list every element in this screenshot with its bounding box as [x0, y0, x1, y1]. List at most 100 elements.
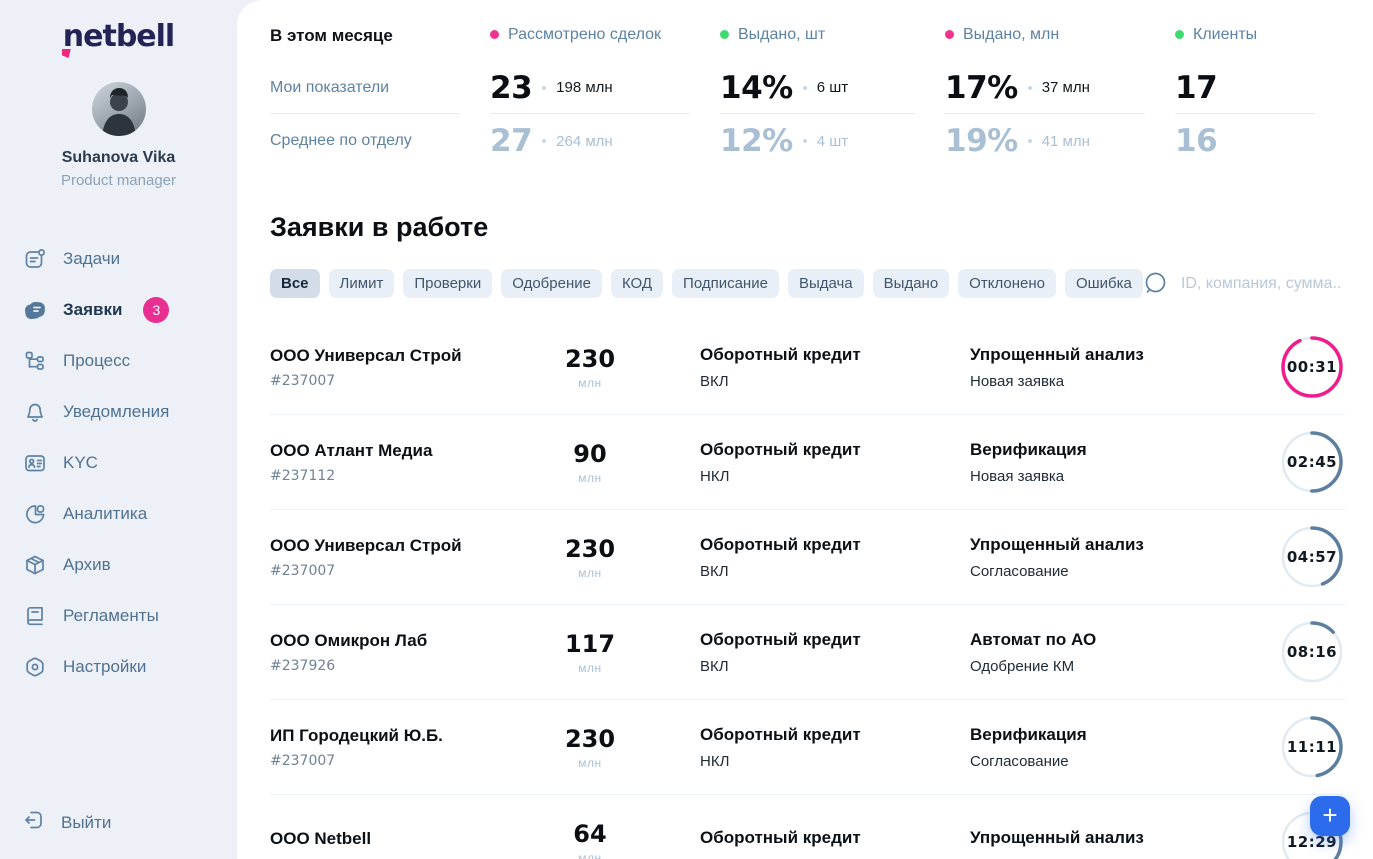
sidebar-item-applications[interactable]: Заявки 3 [0, 284, 237, 335]
stat-avg-clients: 16 [1175, 123, 1218, 159]
status-title: Упрощенный анализ [970, 828, 1144, 847]
avatar[interactable] [91, 82, 146, 136]
stat-my-clients: 17 [1175, 62, 1315, 114]
credit-type: Оборотный кредит [700, 344, 861, 364]
credit-cell: Оборотный кредит НКЛ [640, 725, 970, 770]
separator-dot [802, 139, 807, 143]
timer-ring: 11:11 [1280, 715, 1344, 779]
status-stage: Согласование [970, 752, 1069, 770]
stat-my-issued-qty: 14% 6 шт [720, 62, 915, 114]
sidebar-item-analytics[interactable]: Аналитика [0, 488, 237, 539]
filter-chip-checks[interactable]: Проверки [403, 269, 493, 298]
company-cell: ООО Омикрон Лаб #237926 [270, 631, 540, 674]
amount-unit: млн [578, 375, 602, 390]
status-cell: Упрощенный анализ Новая заявка [970, 345, 1280, 390]
stat-avg-issued-qty: 12% 4 шт [720, 123, 849, 159]
filter-chip-issued[interactable]: Выдано [872, 269, 950, 298]
sidebar-item-label: KYC [63, 452, 98, 472]
timer-ring: 02:45 [1280, 430, 1344, 494]
filter-chip-approval[interactable]: Одобрение [501, 269, 602, 298]
status-stage: Одобрение КМ [970, 657, 1075, 675]
sidebar-item-regulations[interactable]: Регламенты [0, 590, 237, 641]
analytics-icon [22, 501, 48, 527]
amount-value: 230 [564, 344, 616, 373]
sidebar-item-tasks[interactable]: Задачи [0, 233, 237, 284]
stat-col-header-clients: Клиенты [1175, 26, 1345, 62]
credit-type: Оборотный кредит [700, 828, 861, 847]
timer-value: 12:29 [1286, 833, 1338, 851]
separator-dot [802, 85, 807, 90]
deal-row[interactable]: ООО Атлант Медиа #237112 90 млн Оборотны… [270, 415, 1345, 510]
main-content: В этом месяце Рассмотрено сделок Выдано,… [237, 0, 1373, 859]
status-cell: Автомат по АО Одобрение КМ [970, 630, 1280, 675]
company-cell: ООО Атлант Медиа #237112 [270, 441, 540, 484]
company-cell: ИП Городецкий Ю.Б. #237007 [270, 726, 540, 769]
amount-unit: млн [578, 755, 602, 770]
sidebar-item-kyc[interactable]: KYC [0, 437, 237, 488]
stat-dot [945, 30, 954, 39]
sidebar-item-notifications[interactable]: Уведомления [0, 386, 237, 437]
amount-cell: 230 млн [540, 345, 640, 390]
deal-row[interactable]: ИП Городецкий Ю.Б. #237007 230 млн Оборо… [270, 700, 1345, 795]
search-input[interactable] [1180, 274, 1351, 293]
amount-cell: 230 млн [540, 725, 640, 770]
deals-list: ООО Универсал Строй #237007 230 млн Обор… [270, 320, 1345, 859]
deal-row[interactable]: ООО Омикрон Лаб #237926 117 млн Оборотны… [270, 605, 1345, 700]
archive-icon [22, 552, 48, 578]
logout-button[interactable]: Выйти [0, 808, 237, 837]
timer-value: 11:11 [1286, 738, 1338, 756]
status-stage: Новая заявка [970, 467, 1065, 485]
company-name: ИП Городецкий Ю.Б. [270, 725, 443, 745]
sidebar: netbell Suhanova Vika Product manager За… [0, 0, 237, 859]
sidebar-item-label: Регламенты [63, 605, 159, 625]
logout-label: Выйти [61, 812, 112, 832]
deal-row[interactable]: ООО Netbell 64 млн Оборотный кредит Упро… [270, 795, 1345, 859]
timer-ring: 08:16 [1280, 620, 1344, 684]
filter-chip-error[interactable]: Ошибка [1064, 269, 1143, 298]
company-cell: ООО Универсал Строй #237007 [270, 346, 540, 389]
timer-cell: 08:16 [1280, 620, 1347, 684]
app-logo: netbell [61, 19, 175, 58]
sidebar-item-label: Уведомления [63, 401, 170, 421]
filter-chip-issuing[interactable]: Выдача [787, 269, 864, 298]
filter-chip-signing[interactable]: Подписание [672, 269, 779, 298]
filter-chips: Все Лимит Проверки Одобрение КОД Подписа… [270, 269, 1143, 298]
regulations-icon [22, 603, 48, 629]
sidebar-nav: Задачи Заявки 3 Процесс Уведомления KY [0, 233, 237, 692]
sidebar-item-settings[interactable]: Настройки [0, 641, 237, 692]
search-icon [1145, 272, 1166, 293]
sidebar-item-label: Аналитика [63, 503, 148, 523]
stat-my-deals: 23 198 млн [490, 62, 690, 114]
company-name: ООО Омикрон Лаб [270, 630, 428, 650]
sidebar-item-label: Задачи [63, 248, 121, 268]
filter-chip-kod[interactable]: КОД [610, 269, 664, 298]
process-icon [22, 348, 48, 374]
timer-value: 04:57 [1286, 548, 1338, 566]
filter-chip-all[interactable]: Все [270, 269, 320, 298]
add-deal-button[interactable]: + [1310, 796, 1350, 836]
notifications-icon [22, 399, 48, 425]
credit-type: Оборотный кредит [700, 534, 861, 554]
company-name: ООО Универсал Строй [270, 345, 462, 365]
amount-unit: млн [578, 565, 602, 580]
separator-dot [1027, 139, 1032, 143]
credit-cell: Оборотный кредит НКЛ [640, 440, 970, 485]
timer-value: 02:45 [1286, 453, 1338, 471]
filter-chip-limit[interactable]: Лимит [328, 269, 395, 298]
deal-row[interactable]: ООО Универсал Строй #237007 230 млн Обор… [270, 320, 1345, 415]
sidebar-item-archive[interactable]: Архив [0, 539, 237, 590]
stat-dot [490, 30, 499, 39]
amount-unit: млн [578, 850, 602, 859]
sidebar-item-label: Заявки [63, 299, 123, 319]
stats-row-my-label: Мои показатели [270, 78, 390, 96]
deal-id: #237007 [270, 562, 336, 579]
deal-row[interactable]: ООО Универсал Строй #237007 230 млн Обор… [270, 510, 1345, 605]
sidebar-item-label: Настройки [63, 656, 147, 676]
settings-icon [22, 654, 48, 680]
stat-dot [720, 30, 729, 39]
filter-chip-declined[interactable]: Отклонено [958, 269, 1056, 298]
credit-type: Оборотный кредит [700, 724, 861, 744]
sidebar-item-process[interactable]: Процесс [0, 335, 237, 386]
app-logo-text: netbell [62, 19, 175, 54]
timer-cell: 00:31 [1280, 335, 1347, 399]
